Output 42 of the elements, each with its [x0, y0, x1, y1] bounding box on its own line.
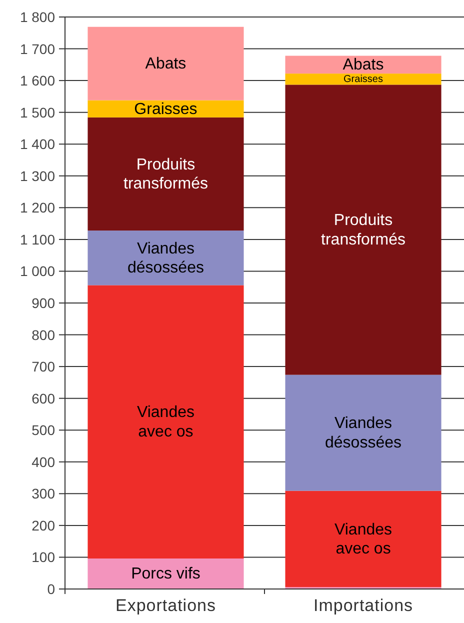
- y-tick-label: 1 600: [20, 72, 56, 89]
- y-tick-label: 1 100: [20, 231, 56, 248]
- y-tick-label: 1 300: [20, 168, 56, 184]
- y-tick-label: 0: [47, 581, 56, 597]
- bar: [285, 74, 442, 85]
- bar: [285, 84, 442, 375]
- series-label: Viandes avec os: [334, 520, 392, 558]
- y-tick-label: 300: [32, 486, 56, 502]
- y-tick-label: 1 800: [20, 9, 56, 25]
- series-label: Porcs vifs: [131, 565, 200, 582]
- text: Graisses: [134, 100, 198, 118]
- series-label: Viandes désossées: [127, 240, 204, 276]
- text: Viandes avec os: [136, 404, 195, 440]
- bar: [285, 374, 442, 491]
- text: Abats: [145, 55, 186, 72]
- text: Produits transformés: [124, 156, 208, 192]
- bar: [88, 26, 244, 100]
- y-tick-label: 200: [32, 517, 56, 534]
- y-tick-label: 1 500: [20, 104, 56, 120]
- bar: [285, 490, 442, 588]
- bar: [88, 230, 244, 286]
- y-tick-label: 900: [32, 295, 56, 311]
- y-tick-label: 1 400: [20, 136, 56, 152]
- series-label: Produits transformés: [321, 212, 406, 248]
- series-label: Graisses: [344, 74, 383, 85]
- y-tick-label: 400: [32, 454, 56, 470]
- y-tick-label: 1 700: [20, 40, 56, 57]
- x-tick-label: Exportations: [115, 596, 216, 615]
- bar: [88, 558, 244, 589]
- y-tick-label: 1 200: [20, 200, 56, 216]
- y-tick-label: 500: [32, 422, 56, 438]
- bar: [88, 117, 244, 231]
- series-label: Abats: [342, 56, 384, 74]
- y-tick-label: 600: [32, 390, 56, 406]
- y-tick-label: 1 000: [20, 263, 56, 280]
- bar: [88, 285, 244, 558]
- y-tick-label: 100: [32, 549, 56, 566]
- y-tick-label: 700: [32, 358, 56, 375]
- y-tick-label: 800: [32, 326, 56, 343]
- x-tick-label: Importations: [313, 596, 414, 615]
- bar: [285, 56, 442, 74]
- text: Viandes désossées: [325, 414, 402, 451]
